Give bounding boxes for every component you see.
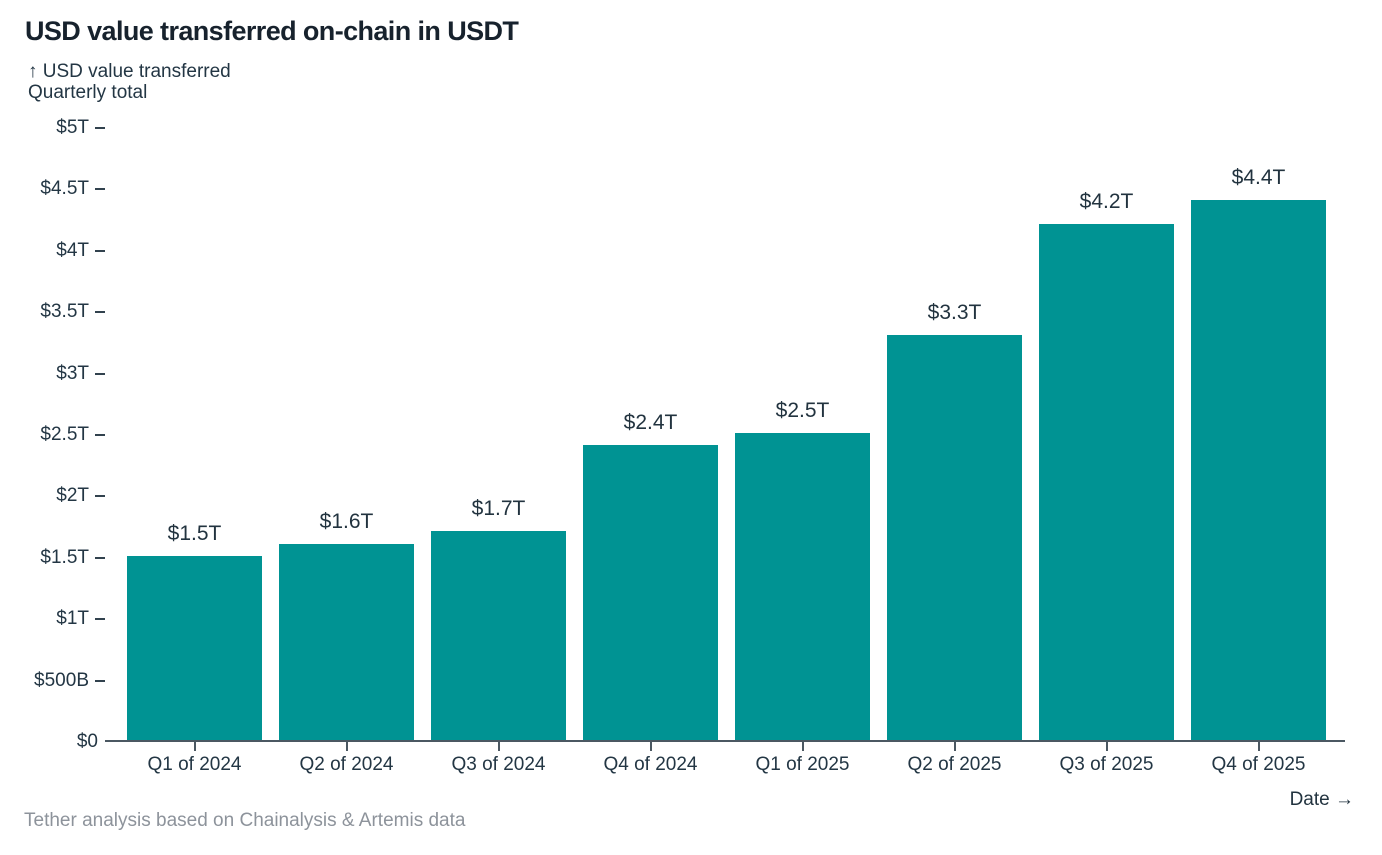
bar-q1-of-2024: $1.5T Q1 of 2024 bbox=[127, 522, 262, 775]
bar-q2-of-2025: $3.3T Q2 of 2025 bbox=[887, 301, 1022, 775]
y-tick-label: $4.5T bbox=[40, 178, 89, 200]
y-tick-mark bbox=[95, 618, 105, 621]
bar-q3-of-2025: $4.2T Q3 of 2025 bbox=[1039, 190, 1174, 775]
y-tick: $4T bbox=[56, 239, 105, 261]
y-tick-label: $1.5T bbox=[40, 546, 89, 568]
bar-value-label: $1.7T bbox=[471, 497, 526, 521]
bar-value-label: $2.5T bbox=[775, 399, 830, 422]
y-tick-mark bbox=[95, 679, 105, 682]
x-tick-mark bbox=[649, 742, 652, 751]
y-tick-label: $2T bbox=[56, 485, 89, 507]
x-tick-label: Q3 of 2024 bbox=[451, 754, 546, 775]
x-tick-label: Q1 of 2024 bbox=[147, 754, 242, 775]
bar-value-label: $4.4T bbox=[1231, 165, 1286, 189]
x-axis-label: Date → bbox=[1289, 789, 1354, 810]
y-tick: $1T bbox=[56, 608, 105, 630]
y-tick-mark bbox=[95, 127, 105, 129]
bars-group: $1.5T Q1 of 2024 $1.6T Q2 of 2024 $1.7T Q3 of… bbox=[127, 166, 1326, 775]
y-tick-label: $1T bbox=[56, 608, 89, 630]
y-tick-mark bbox=[95, 249, 105, 252]
y-tick: $3.5T bbox=[40, 301, 105, 323]
x-tick-mark bbox=[953, 742, 956, 751]
x-tick-mark bbox=[1105, 742, 1108, 751]
y-tick: $500B bbox=[34, 669, 105, 691]
bar-q3-of-2024: $1.7T Q3 of 2024 bbox=[431, 497, 566, 775]
y-axis-note: ↑ USD value transferred Quarterly total bbox=[28, 61, 231, 103]
y-tick-label: $2.5T bbox=[40, 424, 89, 445]
y-tick-mark bbox=[95, 556, 105, 559]
y-tick-mark bbox=[95, 434, 105, 436]
bar-q4-of-2024: $2.4T Q4 of 2024 bbox=[583, 411, 718, 775]
y-tick-label: $4T bbox=[56, 239, 89, 261]
bar-q2-of-2024: $1.6T Q2 of 2024 bbox=[279, 510, 414, 775]
x-tick-mark bbox=[193, 742, 196, 751]
y-tick-mark bbox=[95, 311, 105, 314]
y-tick-mark bbox=[95, 372, 105, 375]
y-tick: $1.5T bbox=[40, 546, 105, 568]
bar-value-label: $1.5T bbox=[167, 521, 222, 545]
y-tick: $0 bbox=[76, 731, 98, 752]
y-tick: $2.5T bbox=[40, 424, 105, 445]
y-tick: $2T bbox=[56, 485, 105, 507]
bar-q1-of-2025: $2.5T Q1 of 2025 bbox=[735, 399, 870, 775]
y-axis: $5T $4.5T $4T $3.5T $3T $2.5T $2T $1.5T $1T $500B… bbox=[0, 117, 105, 752]
y-axis-note-line2: Quarterly total bbox=[28, 82, 148, 103]
plot-area: $1.5T Q1 of 2024 $1.6T Q2 of 2024 $1.7T Q3 of… bbox=[105, 128, 1345, 775]
y-tick-label: $3T bbox=[56, 362, 89, 384]
bar-value-label: $2.4T bbox=[623, 411, 678, 435]
y-tick-mark bbox=[95, 495, 105, 498]
x-tick-label: Q3 of 2025 bbox=[1059, 754, 1154, 775]
y-axis-note-line1: ↑ USD value transferred bbox=[28, 61, 231, 82]
bar-value-label: $4.2T bbox=[1079, 190, 1134, 214]
y-tick: $3T bbox=[56, 362, 105, 384]
x-tick-label: Q4 of 2025 bbox=[1211, 754, 1306, 775]
bar-q4-of-2025: $4.4T Q4 of 2025 bbox=[1191, 166, 1326, 775]
x-tick-label: Q1 of 2025 bbox=[755, 754, 850, 775]
x-tick-mark bbox=[497, 742, 500, 751]
source-note: Tether analysis based on Chainalysis & A… bbox=[24, 810, 466, 831]
x-tick-label: Q2 of 2024 bbox=[299, 754, 394, 775]
y-tick-label: $3.5T bbox=[40, 301, 89, 323]
bar-value-label: $3.3T bbox=[927, 300, 982, 324]
x-tick-mark bbox=[345, 742, 348, 751]
x-tick-mark bbox=[1257, 742, 1260, 751]
x-tick-label: Q4 of 2024 bbox=[603, 754, 698, 775]
y-tick-label: $5T bbox=[56, 117, 89, 138]
x-tick-label: Q2 of 2025 bbox=[907, 754, 1002, 775]
y-tick-label: $0 bbox=[76, 731, 98, 752]
y-tick-mark bbox=[95, 188, 105, 191]
y-tick: $5T bbox=[56, 117, 105, 138]
y-tick-label: $500B bbox=[34, 669, 89, 691]
y-tick: $4.5T bbox=[40, 178, 105, 200]
bar-value-label: $1.6T bbox=[319, 509, 374, 533]
x-tick-mark bbox=[801, 742, 804, 751]
chart-title: USD value transferred on-chain in USDT bbox=[25, 16, 519, 46]
